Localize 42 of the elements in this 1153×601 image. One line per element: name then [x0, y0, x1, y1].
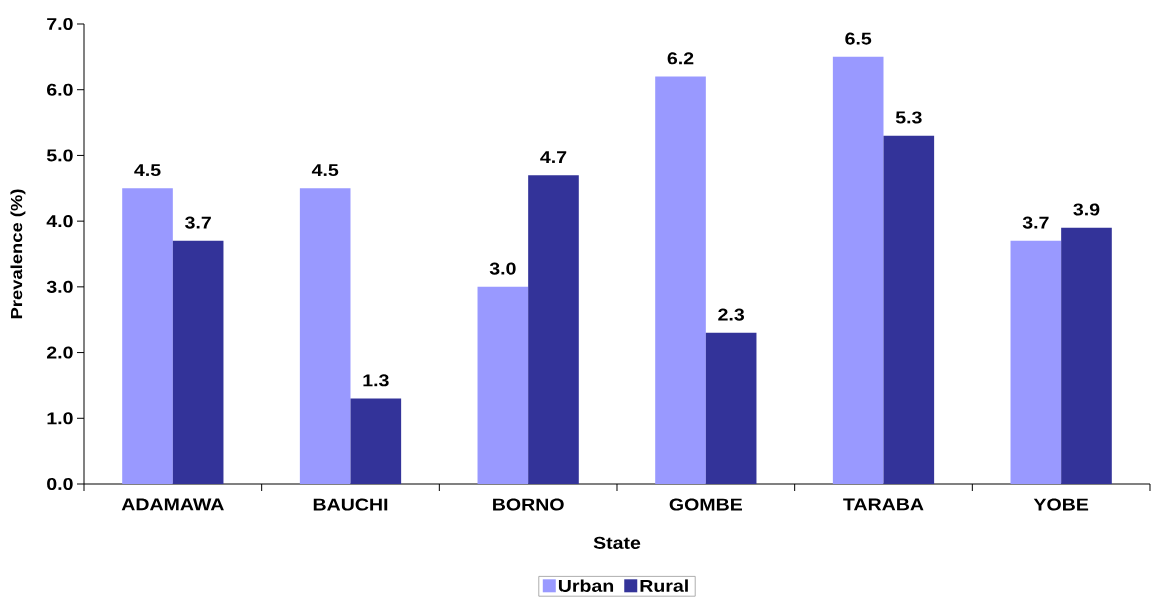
- legend-label: Urban: [558, 579, 614, 592]
- data-label: 4.7: [540, 151, 567, 163]
- y-tick-label: 5.0: [46, 149, 73, 162]
- y-tick-label: 4.0: [46, 215, 73, 228]
- bar: [299, 188, 351, 484]
- bar: [832, 56, 884, 484]
- data-label: 2.3: [718, 308, 745, 321]
- x-tick-label: GOMBE: [669, 498, 742, 511]
- data-label: 6.2: [667, 52, 694, 65]
- bar: [528, 175, 579, 484]
- legend-label: Rural: [640, 579, 688, 592]
- data-label: 1.3: [363, 374, 389, 387]
- x-tick-label: TARABA: [843, 498, 924, 511]
- data-label: 4.5: [134, 164, 161, 177]
- x-tick-label: YOBE: [1033, 498, 1089, 511]
- bar: [705, 332, 757, 484]
- x-axis-title: State: [593, 536, 641, 549]
- bar: [1061, 227, 1112, 484]
- data-label: 3.7: [185, 216, 211, 229]
- bar: [655, 76, 706, 484]
- data-label: 3.9: [1073, 203, 1100, 216]
- y-tick-label: 3.0: [46, 280, 73, 293]
- y-tick-label: 2.0: [46, 346, 73, 359]
- data-label: 4.5: [311, 164, 339, 177]
- bar: [172, 240, 224, 484]
- x-tick-label: BORNO: [493, 498, 564, 511]
- bar: [122, 188, 173, 484]
- data-label: 3.0: [489, 262, 516, 275]
- y-axis-title: Prevalence (%): [10, 189, 26, 319]
- bar: [883, 135, 935, 484]
- y-tick-label: 0.0: [47, 477, 73, 491]
- y-tick-label: 7.0: [47, 17, 73, 31]
- data-label: 6.5: [845, 32, 872, 45]
- x-tick-label: BAUCHI: [313, 498, 388, 511]
- y-tick-label: 1.0: [47, 412, 73, 425]
- data-label: 5.3: [895, 111, 922, 124]
- bar: [477, 286, 529, 484]
- data-label: 3.7: [1022, 216, 1049, 229]
- bar: [350, 398, 402, 484]
- bar: [1010, 240, 1062, 484]
- x-tick-label: ADAMAWA: [121, 498, 224, 511]
- y-tick-label: 6.0: [47, 83, 73, 96]
